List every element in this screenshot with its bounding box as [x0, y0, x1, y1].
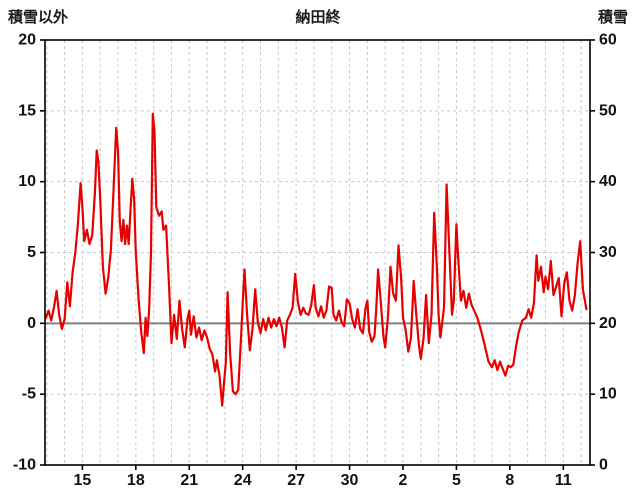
left-axis-title: 積雪以外 [8, 9, 69, 26]
right-tick-label: 10 [599, 386, 617, 403]
x-tick-label: 18 [127, 472, 145, 489]
chart-title: 納田終 [295, 9, 341, 26]
right-tick-label: 60 [599, 32, 617, 49]
x-tick-label: 5 [452, 472, 461, 489]
x-tick-label: 30 [341, 472, 359, 489]
x-tick-label: 21 [180, 472, 198, 489]
left-tick-label: 0 [27, 315, 36, 332]
x-tick-label: 2 [399, 472, 408, 489]
right-tick-label: 20 [599, 315, 617, 332]
left-tick-label: -10 [13, 457, 36, 474]
x-tick-label: 24 [234, 472, 252, 489]
x-tick-label: 11 [555, 472, 572, 489]
left-tick-label: 20 [18, 32, 36, 49]
right-tick-label: 50 [599, 102, 617, 119]
right-tick-label: 40 [599, 173, 617, 190]
data-line [44, 112, 588, 407]
left-tick-label: -5 [22, 386, 36, 403]
right-axis-title: 積雪 [597, 9, 628, 26]
left-tick-label: 10 [18, 173, 36, 190]
x-tick-label: 8 [505, 472, 514, 489]
left-tick-label: 5 [27, 244, 36, 261]
x-tick-label: 27 [287, 472, 305, 489]
x-tick-label: 15 [74, 472, 92, 489]
right-tick-label: 30 [599, 244, 617, 261]
right-tick-label: 0 [599, 457, 608, 474]
left-tick-label: 15 [18, 102, 36, 119]
